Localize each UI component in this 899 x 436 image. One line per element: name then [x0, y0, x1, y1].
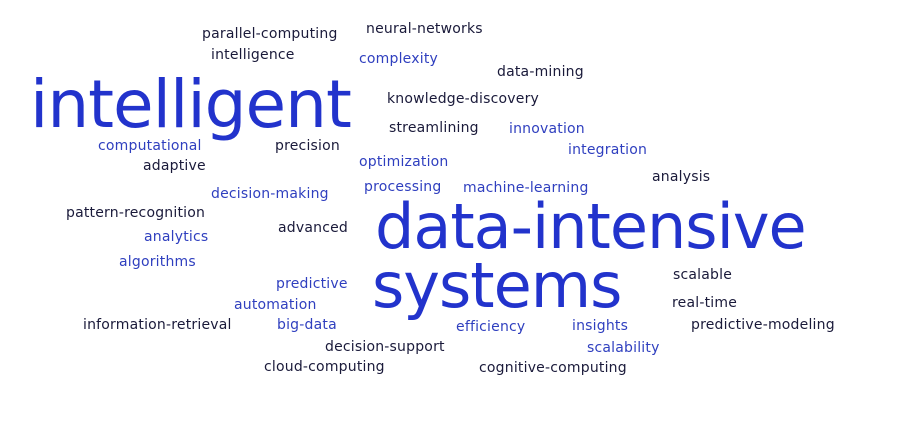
word-efficiency: efficiency	[456, 319, 526, 335]
word-integration: integration	[568, 142, 648, 158]
word-automation: automation	[234, 297, 317, 313]
word-pattern-recognition: pattern-recognition	[66, 205, 206, 221]
word-analytics: analytics	[144, 229, 209, 245]
word-decision-making: decision-making	[211, 186, 329, 202]
word-innovation: innovation	[509, 121, 585, 137]
word-algorithms: algorithms	[119, 254, 196, 270]
word-predictive: predictive	[276, 276, 348, 292]
word-machine-learning: machine-learning	[463, 180, 589, 196]
word-information-retrieval: information-retrieval	[83, 317, 232, 333]
word-cloud-computing: cloud-computing	[264, 359, 385, 375]
word-decision-support: decision-support	[325, 339, 445, 355]
word-analysis: analysis	[652, 169, 711, 185]
word-intelligent: intelligent	[30, 66, 352, 143]
word-knowledge-discovery: knowledge-discovery	[387, 91, 540, 107]
word-scalable: scalable	[673, 267, 733, 283]
word-scalability: scalability	[587, 340, 660, 356]
word-optimization: optimization	[359, 154, 449, 170]
word-precision: precision	[275, 138, 340, 154]
word-insights: insights	[572, 318, 629, 334]
word-computational: computational	[98, 138, 202, 154]
word-cognitive-computing: cognitive-computing	[479, 360, 627, 376]
word-streamlining: streamlining	[389, 120, 479, 136]
word-complexity: complexity	[359, 51, 438, 67]
word-real-time: real-time	[672, 295, 738, 311]
word-processing: processing	[364, 179, 442, 195]
word-intelligence: intelligence	[211, 47, 295, 63]
word-parallel-computing: parallel-computing	[202, 26, 338, 42]
word-data-mining: data-mining	[497, 64, 584, 80]
word-big-data: big-data	[277, 317, 337, 333]
word-advanced: advanced	[278, 220, 349, 236]
word-neural-networks: neural-networks	[366, 21, 483, 37]
word-systems: systems	[372, 249, 622, 322]
word-predictive-modeling: predictive-modeling	[691, 317, 835, 333]
word-adaptive: adaptive	[143, 158, 206, 174]
word-data-intensive: data-intensive	[375, 190, 807, 263]
